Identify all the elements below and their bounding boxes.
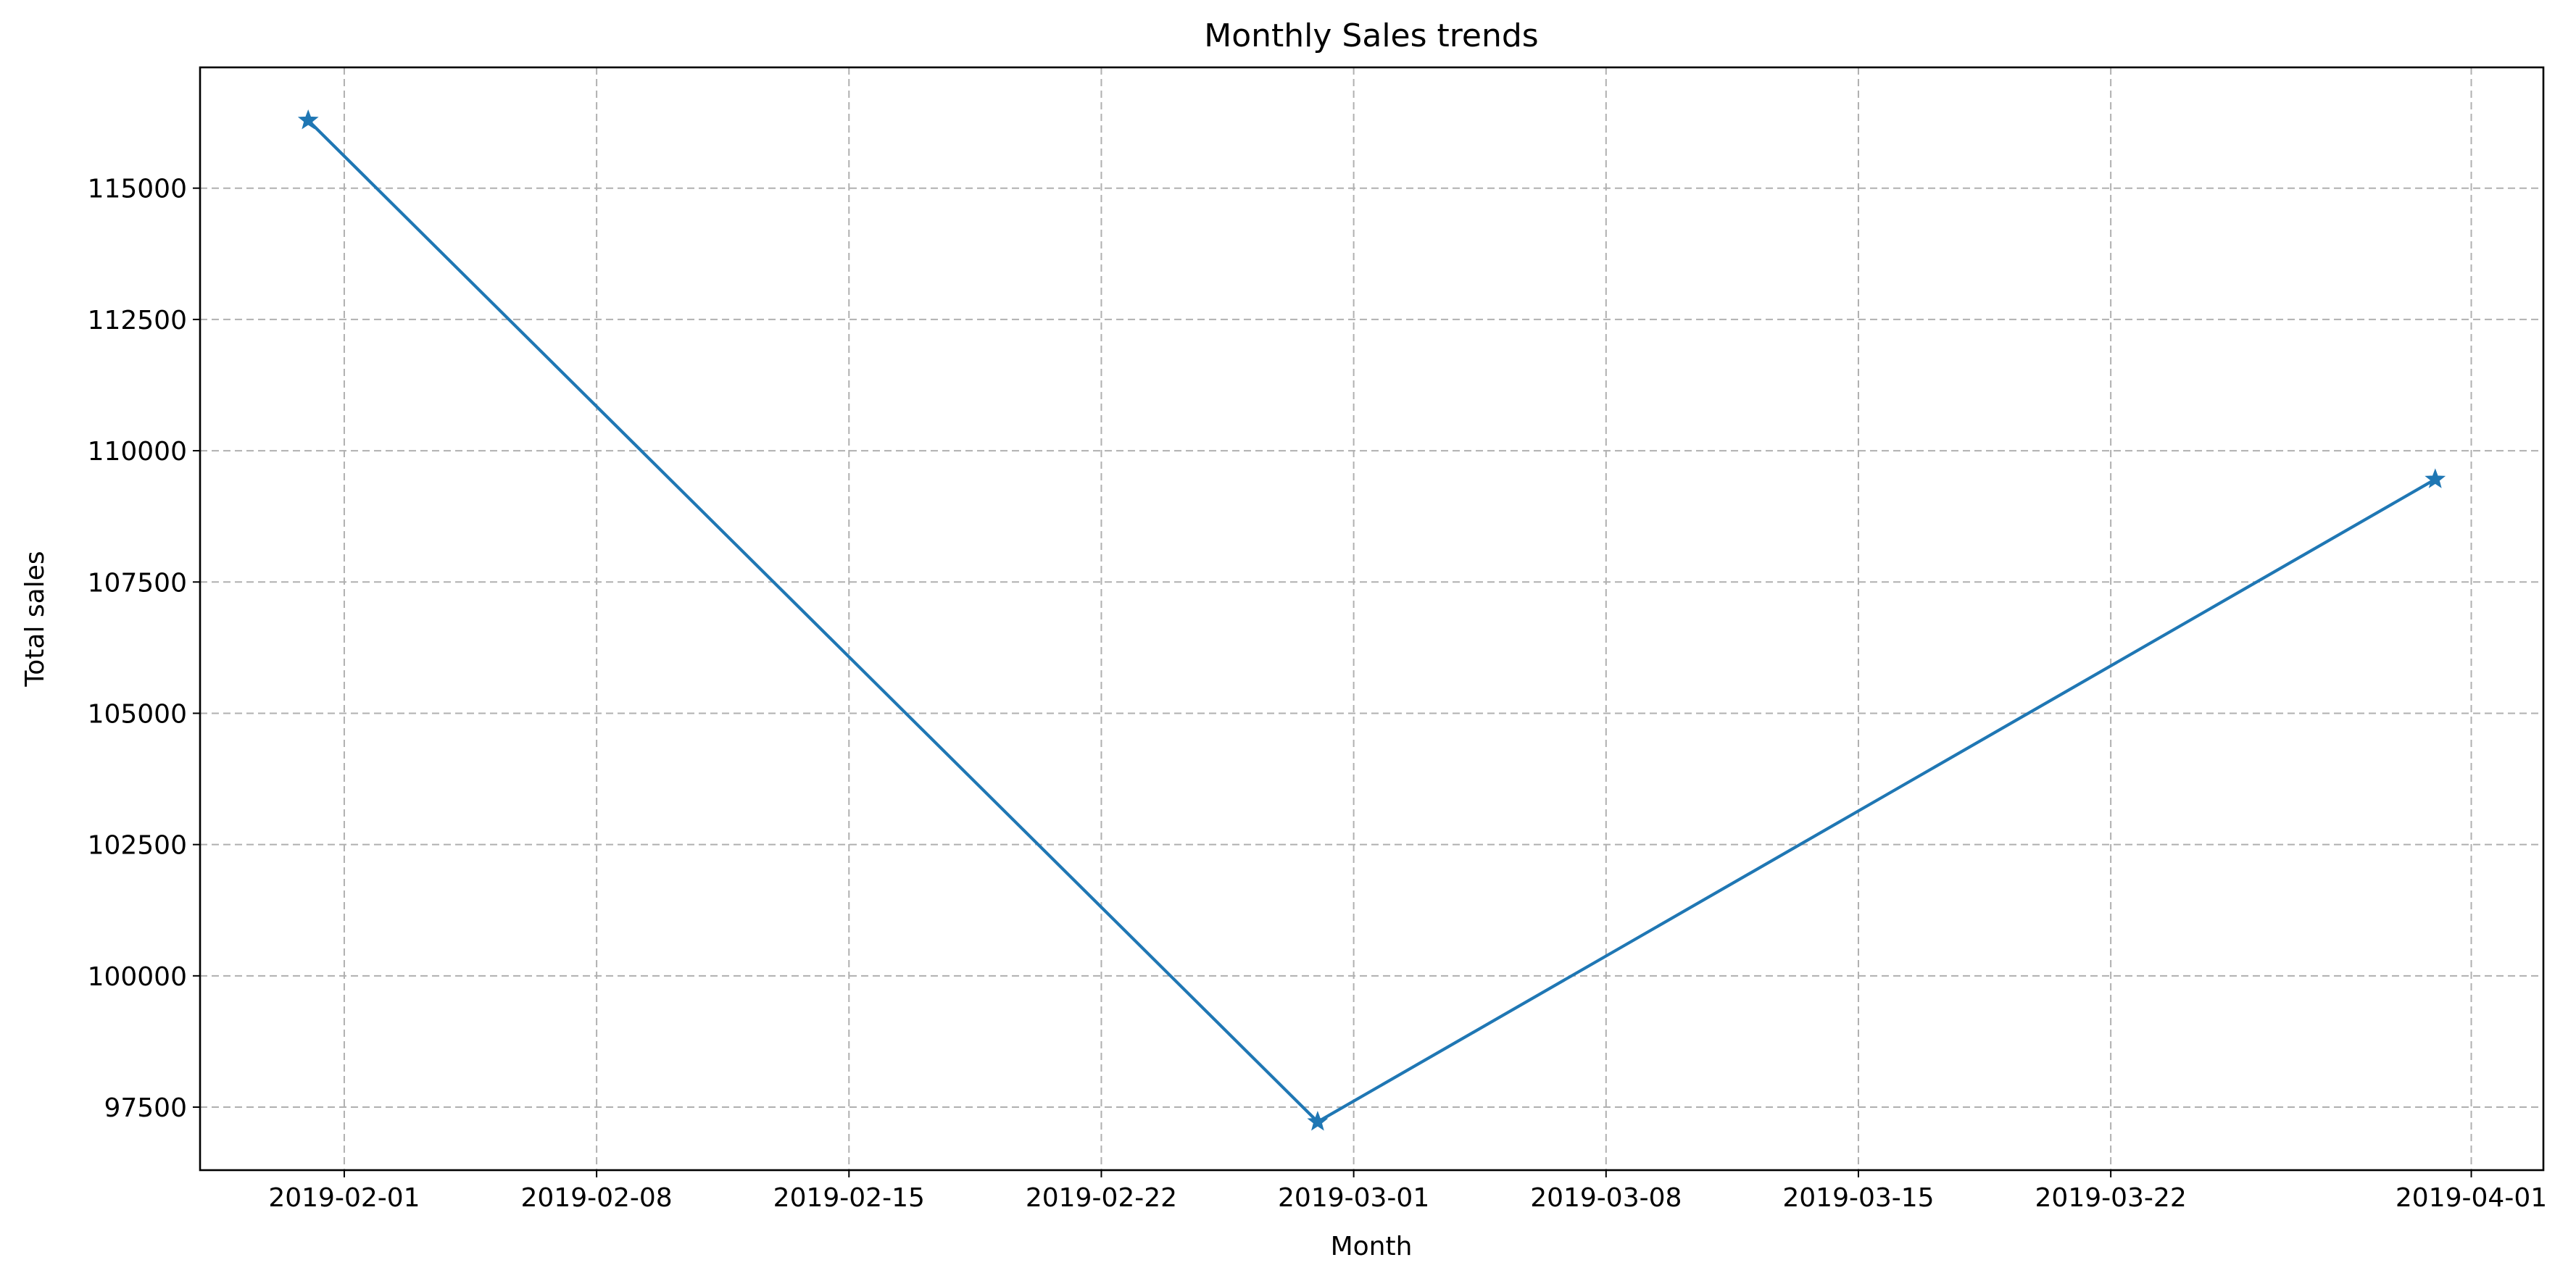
data-point-marker (1307, 1111, 1329, 1131)
y-tick-label: 115000 (88, 175, 187, 204)
ticks: 2019-02-01 2019-02-08 2019-02-15 2019-02-22… (88, 175, 2548, 1213)
y-tick-label: 100000 (88, 962, 187, 992)
x-axis-label: Month (1331, 1232, 1413, 1261)
y-tick-label: 112500 (88, 306, 187, 335)
x-tick-label: 2019-03-22 (2035, 1183, 2187, 1213)
chart-title: Monthly Sales trends (1204, 17, 1538, 54)
y-tick-label: 97500 (104, 1093, 187, 1123)
data-point-marker (297, 109, 319, 130)
x-tick-label: 2019-03-08 (1530, 1183, 1682, 1213)
x-tick-label: 2019-02-22 (1026, 1183, 1177, 1213)
y-tick-label: 107500 (88, 568, 187, 598)
x-tick-label: 2019-03-15 (1782, 1183, 1934, 1213)
y-axis-label: Total sales (20, 551, 50, 687)
grid (200, 67, 2543, 1170)
x-tick-label: 2019-04-01 (2396, 1183, 2547, 1213)
x-tick-label: 2019-03-01 (1278, 1183, 1429, 1213)
y-tick-label: 110000 (88, 437, 187, 467)
x-tick-label: 2019-02-15 (773, 1183, 925, 1213)
x-tick-label: 2019-02-08 (521, 1183, 673, 1213)
x-tick-label: 2019-02-01 (268, 1183, 420, 1213)
plot-frame (199, 66, 2545, 1172)
data-point-marker (2425, 468, 2446, 488)
y-tick-label: 102500 (88, 831, 187, 861)
y-tick-label: 105000 (88, 699, 187, 729)
series-layer (297, 109, 2446, 1131)
